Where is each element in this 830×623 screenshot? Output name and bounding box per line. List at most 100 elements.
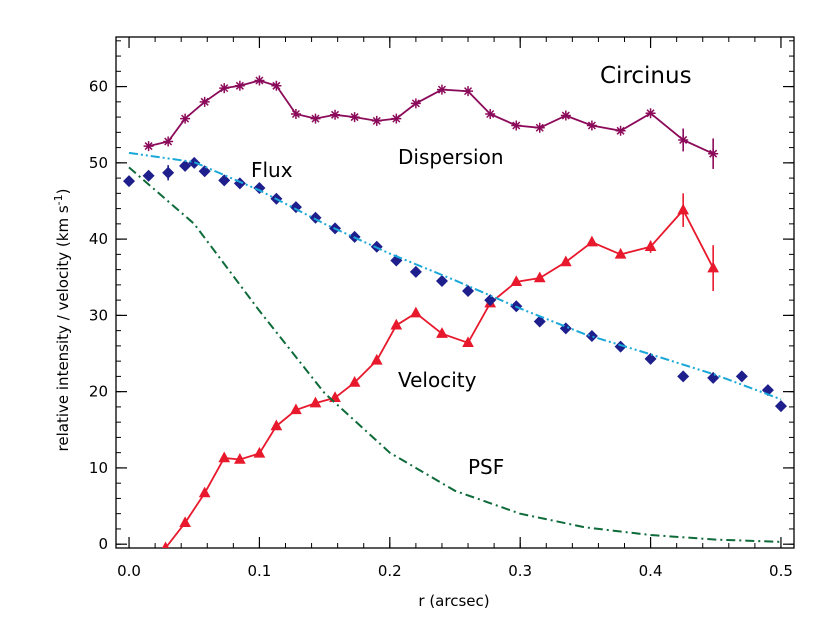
velocity-point	[644, 240, 657, 251]
velocity-point	[198, 486, 211, 498]
tick-labels: 0.0 0.1 0.2 0.3 0.4 0.5 0 10 20 30 40 50 60	[89, 78, 793, 580]
velocity-point	[309, 396, 322, 408]
dispersion-point	[708, 148, 719, 159]
y-axis-label-main: relative intensity / velocity (km s	[54, 205, 72, 451]
flux-point	[735, 370, 748, 383]
chart-title: Circinus	[600, 63, 692, 89]
velocity-point	[234, 453, 246, 464]
x-tick-label: 0.3	[508, 562, 532, 580]
velocity-point	[218, 451, 231, 463]
dispersion-point	[463, 86, 474, 97]
velocity-point	[559, 255, 572, 267]
flux-point	[218, 174, 231, 187]
dispersion-point	[391, 113, 402, 124]
y-axis-label-tail: )	[54, 189, 72, 195]
dispersion-point	[330, 109, 341, 120]
major-ticks	[116, 37, 794, 548]
velocity-series	[162, 193, 720, 548]
flux-point	[179, 159, 192, 172]
dispersion-point	[678, 134, 689, 145]
velocity-point	[436, 327, 448, 338]
annotation-dispersion: Dispersion	[398, 145, 504, 169]
x-tick-label: 0.2	[378, 562, 402, 580]
flux-point	[142, 169, 155, 182]
velocity-point	[370, 353, 383, 365]
flux-point	[644, 352, 657, 365]
dispersion-point	[371, 115, 382, 126]
velocity-point	[586, 235, 598, 247]
x-tick-label: 0.0	[117, 562, 141, 580]
dispersion-point	[410, 98, 421, 109]
flux-point	[435, 275, 448, 288]
dispersion-point	[199, 96, 210, 107]
y-tick-label: 60	[89, 78, 108, 96]
velocity-point	[510, 275, 523, 287]
y-axis-label: relative intensity / velocity (km s-1)	[52, 189, 72, 452]
y-tick-label: 20	[89, 383, 108, 401]
dispersion-point	[271, 80, 282, 91]
flux-point	[677, 370, 690, 383]
y-tick-label: 10	[89, 459, 108, 477]
velocity-point	[533, 271, 546, 283]
annotation-psf: PSF	[468, 455, 504, 479]
velocity-point	[253, 446, 266, 458]
flux_model-series	[128, 151, 782, 401]
dispersion-point	[163, 136, 174, 147]
flux-point	[614, 340, 627, 353]
flux_model-line	[128, 151, 782, 401]
flux-point	[707, 371, 720, 384]
velocity-point	[707, 261, 720, 273]
dispersion-point	[310, 113, 321, 124]
y-axis-label-sup: -1	[52, 194, 65, 205]
y-tick-label: 50	[89, 154, 108, 172]
flux-point	[198, 165, 211, 178]
velocity-point	[677, 203, 690, 215]
velocity-point	[179, 516, 191, 528]
dispersion-point	[254, 75, 265, 86]
plot-frame	[115, 36, 795, 549]
y-tick-label: 40	[89, 230, 108, 248]
dispersion-point	[586, 120, 597, 131]
psf-line	[128, 166, 782, 543]
y-tick-label: 0	[98, 535, 108, 553]
dispersion-point	[534, 122, 545, 133]
dispersion-point	[219, 83, 230, 94]
series-layer	[123, 75, 787, 548]
dispersion-point	[436, 84, 447, 95]
dispersion-point	[143, 141, 154, 152]
dispersion-point	[485, 109, 496, 120]
velocity-point	[410, 306, 422, 318]
annotation-velocity: Velocity	[398, 368, 477, 392]
velocity-point	[290, 403, 302, 415]
flux-point	[585, 329, 598, 342]
dispersion-point	[349, 112, 360, 123]
x-tick-label: 0.1	[247, 562, 271, 580]
velocity-point	[162, 541, 170, 548]
velocity-point	[614, 247, 627, 259]
x-axis-label: r (arcsec)	[418, 592, 489, 610]
annotation-flux: Flux	[251, 158, 293, 182]
flux-point	[774, 400, 787, 413]
dispersion-point	[511, 120, 522, 131]
dispersion-point	[560, 110, 571, 121]
dispersion-point	[234, 80, 245, 91]
y-tick-label: 30	[89, 306, 108, 324]
flux-point	[484, 294, 497, 307]
dispersion-point	[645, 108, 656, 119]
minor-ticks	[116, 37, 794, 548]
x-tick-label: 0.5	[769, 562, 793, 580]
x-tick-label: 0.4	[639, 562, 663, 580]
flux-point	[409, 265, 422, 278]
velocity-point	[462, 336, 474, 348]
dispersion-point	[615, 125, 626, 136]
velocity-point	[270, 419, 283, 431]
velocity-point	[348, 375, 361, 387]
dispersion-point	[290, 109, 301, 120]
velocity-point	[390, 318, 403, 330]
psf-series	[128, 166, 782, 543]
flux-point	[162, 166, 175, 179]
dispersion-point	[180, 113, 191, 124]
dispersion-series	[143, 75, 719, 169]
flux-point	[123, 175, 136, 188]
